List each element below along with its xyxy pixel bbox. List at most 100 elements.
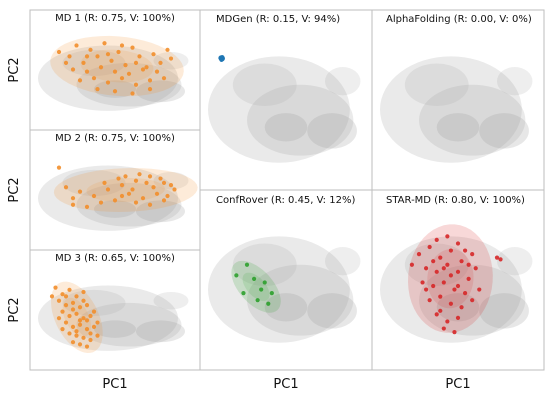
density-contour (94, 200, 136, 218)
data-point (126, 191, 132, 196)
density-contour (94, 80, 136, 98)
data-point (441, 266, 446, 271)
data-point (56, 298, 62, 303)
panel-title: AlphaFolding (R: 0.00, V: 0%) (386, 14, 532, 25)
data-point (448, 248, 454, 253)
data-point (459, 305, 464, 310)
data-point (158, 176, 163, 181)
data-point (140, 67, 146, 72)
data-point (234, 273, 239, 278)
sample-density-inner (62, 297, 91, 337)
data-point (119, 76, 125, 81)
data-point (88, 337, 93, 343)
data-point (269, 290, 274, 296)
data-point (427, 244, 432, 250)
data-point (95, 86, 100, 92)
data-point (147, 202, 153, 207)
data-point (126, 71, 132, 76)
data-point (130, 187, 135, 192)
data-point (133, 200, 139, 205)
background-density (38, 45, 189, 111)
data-point (84, 69, 90, 74)
data-point (441, 326, 446, 331)
density-contour (136, 80, 185, 103)
data-point (255, 298, 260, 303)
density-contour (436, 113, 480, 142)
data-point (67, 287, 72, 292)
data-point (91, 76, 97, 81)
data-point (133, 178, 139, 183)
data-point (84, 204, 90, 210)
density-contour (153, 52, 189, 70)
data-point (63, 302, 69, 308)
data-point (67, 54, 72, 59)
data-point (154, 191, 160, 196)
data-point (95, 333, 100, 338)
data-point (154, 69, 160, 74)
data-point (434, 269, 439, 274)
data-point (147, 174, 153, 179)
scatter-points (409, 234, 503, 335)
panel-md1: MD 1 (R: 0.75, V: 100%) (29, 9, 201, 131)
data-point (431, 259, 436, 264)
data-point (144, 180, 149, 186)
panel-title: MD 3 (R: 0.65, V: 100%) (55, 253, 175, 264)
data-point (70, 324, 76, 330)
x-axis-label-col2: PC1 (273, 377, 298, 392)
density-contour (247, 264, 354, 336)
panel-md2: MD 2 (R: 0.75, V: 100%) (29, 129, 201, 251)
data-point (81, 335, 86, 340)
y-axis-label-row3: PC2 (7, 297, 22, 322)
data-point (112, 69, 118, 74)
data-point (70, 300, 76, 306)
density-contour (380, 236, 522, 343)
data-point (473, 266, 478, 271)
data-point (70, 340, 76, 345)
data-point (452, 329, 457, 335)
density-contour (497, 67, 533, 96)
data-point (251, 276, 257, 282)
data-point (438, 294, 443, 299)
data-point (448, 273, 454, 278)
sample-density-inner (427, 249, 474, 309)
data-point (161, 198, 167, 203)
data-point (112, 89, 118, 94)
data-point (91, 324, 97, 330)
data-point (144, 65, 149, 70)
data-point (74, 294, 79, 299)
y-axis-label-row1: PC2 (7, 57, 22, 82)
background-density (208, 236, 361, 343)
data-point (63, 294, 69, 299)
data-point (161, 180, 167, 186)
data-point (241, 290, 246, 296)
data-point (84, 344, 90, 349)
density-contour (38, 45, 178, 111)
density-contour (497, 247, 533, 276)
density-contour (94, 320, 136, 338)
density-contour (153, 292, 189, 310)
x-axis-label-col3: PC1 (445, 377, 470, 392)
density-contour (380, 56, 522, 163)
panel-frame (371, 9, 545, 191)
density-contour (479, 293, 529, 329)
data-point (123, 174, 128, 179)
density-contour (153, 172, 189, 190)
data-point (56, 316, 62, 321)
data-point (423, 266, 429, 271)
data-point (462, 290, 468, 296)
data-point (81, 316, 86, 321)
data-point (133, 82, 139, 87)
density-contour (76, 302, 182, 347)
panel-title: STAR-MD (R: 0.80, V: 100%) (386, 195, 525, 206)
data-point (81, 298, 86, 303)
data-point (91, 193, 97, 199)
data-point (77, 318, 83, 323)
data-point (130, 91, 135, 96)
data-point (431, 283, 436, 289)
data-point (423, 287, 429, 292)
data-point (77, 342, 83, 347)
data-point (462, 248, 468, 253)
data-point (416, 251, 422, 257)
density-contour (208, 56, 350, 163)
data-point (427, 298, 432, 303)
